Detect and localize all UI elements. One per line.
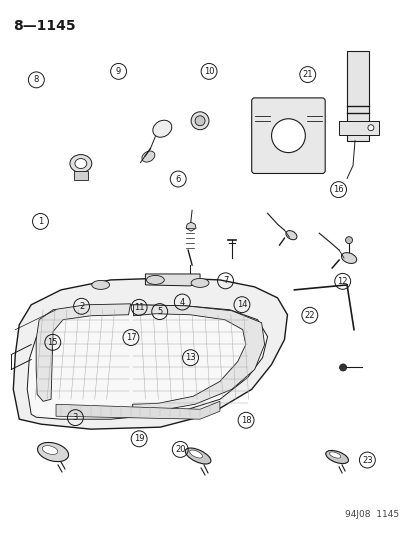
Text: 17: 17 <box>125 333 136 342</box>
FancyBboxPatch shape <box>251 98 325 173</box>
Ellipse shape <box>345 237 351 244</box>
Bar <box>74 171 88 181</box>
Text: 1: 1 <box>38 217 43 226</box>
Ellipse shape <box>285 231 296 240</box>
Polygon shape <box>36 304 130 401</box>
Text: 3: 3 <box>73 413 78 422</box>
Ellipse shape <box>341 253 356 263</box>
Ellipse shape <box>191 278 209 287</box>
Ellipse shape <box>339 364 346 371</box>
Ellipse shape <box>185 448 210 464</box>
Text: 14: 14 <box>236 300 247 309</box>
Ellipse shape <box>329 452 340 458</box>
Polygon shape <box>56 401 219 419</box>
Text: 94J08  1145: 94J08 1145 <box>344 510 398 519</box>
Polygon shape <box>27 305 267 419</box>
Text: 22: 22 <box>304 311 314 320</box>
Ellipse shape <box>75 158 87 168</box>
Text: 13: 13 <box>185 353 195 362</box>
Ellipse shape <box>146 276 164 285</box>
Text: 2: 2 <box>79 302 84 311</box>
Text: 8—1145: 8—1145 <box>13 19 76 33</box>
Ellipse shape <box>271 119 305 152</box>
Polygon shape <box>13 278 287 429</box>
Text: 20: 20 <box>175 445 185 454</box>
Polygon shape <box>186 222 196 231</box>
Text: 6: 6 <box>175 174 180 183</box>
Text: 11: 11 <box>133 303 144 312</box>
Ellipse shape <box>142 151 154 162</box>
Text: 10: 10 <box>203 67 214 76</box>
Ellipse shape <box>42 446 58 455</box>
Bar <box>346 51 368 141</box>
Polygon shape <box>145 274 199 286</box>
Text: 16: 16 <box>332 185 343 194</box>
Ellipse shape <box>38 442 69 462</box>
Ellipse shape <box>92 280 109 289</box>
Text: 21: 21 <box>302 70 312 79</box>
Text: 7: 7 <box>222 276 228 285</box>
Polygon shape <box>132 305 264 412</box>
Text: 5: 5 <box>157 307 162 316</box>
Ellipse shape <box>152 120 171 137</box>
Ellipse shape <box>367 125 373 131</box>
Text: 18: 18 <box>240 416 251 425</box>
Text: 4: 4 <box>179 297 185 306</box>
Text: 23: 23 <box>361 456 372 465</box>
Ellipse shape <box>325 450 348 464</box>
Ellipse shape <box>70 155 92 173</box>
Ellipse shape <box>191 112 209 130</box>
Text: 8: 8 <box>33 75 39 84</box>
Text: 12: 12 <box>337 277 347 286</box>
Text: 19: 19 <box>133 434 144 443</box>
Bar <box>338 121 378 135</box>
Text: 15: 15 <box>47 338 58 347</box>
Text: 9: 9 <box>116 67 121 76</box>
Ellipse shape <box>195 116 204 126</box>
Ellipse shape <box>189 450 202 458</box>
